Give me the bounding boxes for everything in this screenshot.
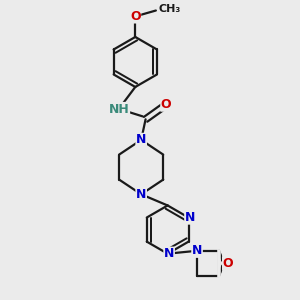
Text: N: N	[136, 134, 146, 146]
Text: N: N	[185, 211, 195, 224]
Text: N: N	[136, 188, 146, 201]
Text: N: N	[164, 247, 174, 260]
Text: O: O	[130, 10, 141, 23]
Text: N: N	[192, 244, 202, 257]
Text: NH: NH	[109, 103, 130, 116]
Text: O: O	[161, 98, 172, 111]
Text: CH₃: CH₃	[159, 4, 181, 14]
Text: O: O	[223, 257, 233, 270]
